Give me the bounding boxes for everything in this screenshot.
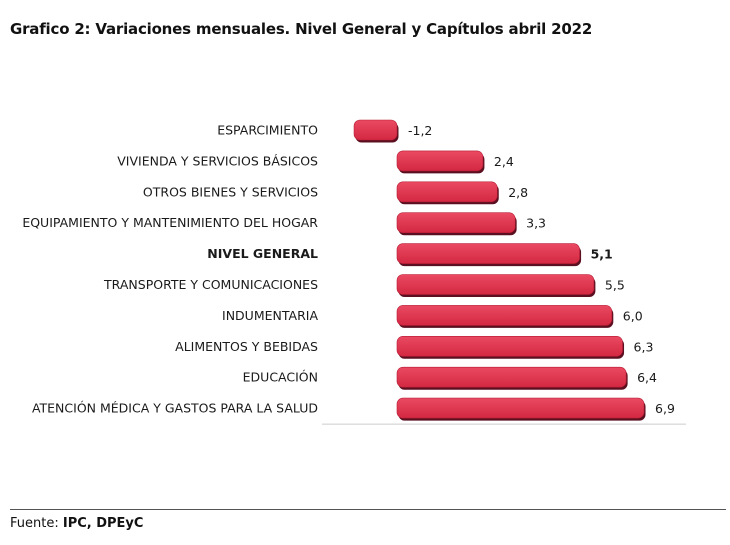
bar-3 [396, 212, 516, 233]
category-label: TRANSPORTE Y COMUNICACIONES [103, 277, 318, 292]
bar-5 [396, 274, 595, 295]
value-label: 2,8 [508, 185, 528, 200]
value-label: 6,4 [637, 370, 657, 385]
value-label: 2,4 [494, 154, 514, 169]
bar-7 [396, 335, 623, 357]
category-label: ESPARCIMIENTO [217, 123, 318, 138]
source-note: Fuente: IPC, DPEyC [10, 516, 143, 531]
value-label: 6,9 [655, 401, 675, 416]
category-label: ATENCIÓN MÉDICA Y GASTOS PARA LA SALUD [32, 401, 318, 416]
value-label: -1,2 [408, 123, 432, 138]
value-label: 5,5 [605, 278, 625, 293]
labels-layer: ESPARCIMIENTO -1,2 VIVIENDA Y SERVICIOS BÁ… [22, 123, 675, 417]
bar-4 [396, 243, 580, 264]
value-label: 5,1 [591, 247, 613, 262]
source-value: IPC, DPEyC [62, 516, 144, 531]
category-label: INDUMENTARIA [222, 308, 318, 323]
bars-layer [353, 119, 646, 421]
bar-2 [396, 181, 498, 203]
category-label: VIVIENDA Y SERVICIOS BÁSICOS [117, 153, 318, 168]
category-label: EDUCACIÓN [243, 370, 318, 385]
category-label: EQUIPAMIENTO Y MANTENIMIENTO DEL HOGAR [22, 215, 318, 230]
value-label: 6,0 [623, 308, 643, 323]
value-label: 3,3 [526, 216, 546, 231]
chart-title: Grafico 2: Variaciones mensuales. Nivel … [10, 20, 593, 38]
category-label: NIVEL GENERAL [207, 246, 318, 261]
bar-1 [396, 150, 484, 172]
bar-8 [396, 366, 627, 388]
bar-6 [396, 305, 613, 326]
value-label: 6,3 [634, 339, 654, 354]
bar-0 [353, 119, 398, 141]
category-label: ALIMENTOS Y BEBIDAS [175, 339, 318, 354]
bar-9 [396, 397, 645, 419]
source-prefix: Fuente: [10, 516, 63, 531]
category-label: OTROS BIENES Y SERVICIOS [143, 184, 318, 199]
footer-divider [10, 509, 726, 510]
